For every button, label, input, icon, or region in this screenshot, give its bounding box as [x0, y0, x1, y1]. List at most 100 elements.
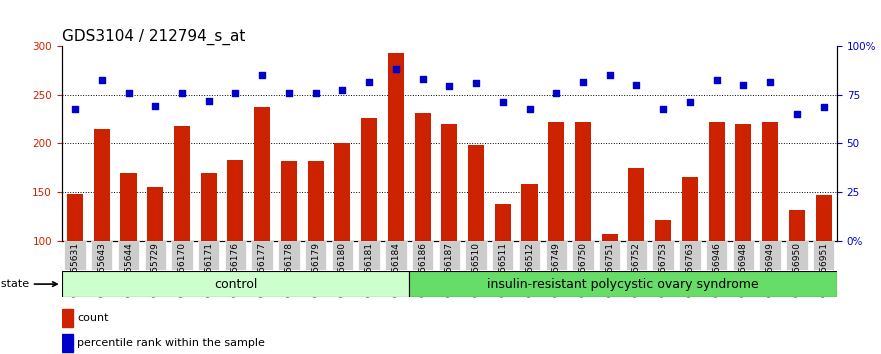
Text: GSM156170: GSM156170 [177, 242, 187, 297]
Text: GSM156749: GSM156749 [552, 242, 560, 297]
Text: count: count [78, 313, 108, 323]
Point [789, 111, 803, 117]
Point [817, 104, 831, 110]
Text: GSM156951: GSM156951 [819, 242, 828, 297]
Bar [602, 234, 618, 241]
Text: GSM156171: GSM156171 [204, 242, 213, 297]
Bar [121, 172, 137, 241]
Point [709, 77, 723, 83]
Point [683, 99, 697, 104]
Bar [816, 195, 832, 241]
Text: percentile rank within the sample: percentile rank within the sample [78, 338, 265, 348]
Bar [335, 143, 351, 241]
Point [549, 90, 563, 96]
FancyBboxPatch shape [251, 241, 273, 270]
Bar [62, 334, 72, 352]
FancyBboxPatch shape [359, 241, 380, 270]
Text: GSM156186: GSM156186 [418, 242, 427, 297]
FancyBboxPatch shape [409, 271, 837, 297]
FancyBboxPatch shape [519, 241, 540, 270]
FancyBboxPatch shape [412, 241, 433, 270]
Text: control: control [214, 278, 257, 291]
Bar [495, 204, 511, 241]
Point [576, 79, 590, 85]
Bar [575, 122, 591, 241]
Point [68, 107, 82, 112]
Text: GSM156511: GSM156511 [499, 242, 507, 297]
Bar [307, 161, 323, 241]
Bar [788, 210, 805, 241]
FancyBboxPatch shape [626, 241, 648, 270]
Text: GSM156763: GSM156763 [685, 242, 694, 297]
Text: GSM156180: GSM156180 [338, 242, 347, 297]
Bar [254, 107, 270, 241]
Text: GSM156184: GSM156184 [391, 242, 400, 297]
FancyBboxPatch shape [465, 241, 486, 270]
Bar [201, 172, 217, 241]
Bar [522, 184, 537, 241]
Bar [682, 177, 698, 241]
Point [255, 72, 270, 78]
Point [629, 82, 643, 88]
FancyBboxPatch shape [62, 271, 409, 297]
FancyBboxPatch shape [492, 241, 514, 270]
Text: GSM156181: GSM156181 [365, 242, 374, 297]
Point [95, 77, 109, 83]
Text: insulin-resistant polycystic ovary syndrome: insulin-resistant polycystic ovary syndr… [487, 278, 759, 291]
FancyBboxPatch shape [144, 241, 166, 270]
FancyBboxPatch shape [305, 241, 326, 270]
Bar [762, 122, 778, 241]
Text: GSM156187: GSM156187 [445, 242, 454, 297]
FancyBboxPatch shape [385, 241, 406, 270]
Text: GDS3104 / 212794_s_at: GDS3104 / 212794_s_at [62, 28, 245, 45]
Text: GSM156950: GSM156950 [792, 242, 802, 297]
Point [308, 90, 322, 96]
Bar [147, 187, 163, 241]
Point [389, 67, 403, 72]
Point [496, 99, 510, 105]
Point [763, 79, 777, 85]
FancyBboxPatch shape [118, 241, 139, 270]
FancyBboxPatch shape [706, 241, 728, 270]
Point [442, 83, 456, 89]
Bar [174, 126, 190, 241]
FancyBboxPatch shape [786, 241, 808, 270]
Point [122, 90, 136, 96]
FancyBboxPatch shape [171, 241, 193, 270]
Bar [468, 145, 484, 241]
Bar [62, 309, 72, 327]
FancyBboxPatch shape [759, 241, 781, 270]
Bar [361, 118, 377, 241]
FancyBboxPatch shape [64, 241, 85, 270]
FancyBboxPatch shape [225, 241, 246, 270]
Text: GSM156946: GSM156946 [712, 242, 722, 297]
Point [416, 76, 430, 82]
Point [522, 107, 537, 112]
Bar [655, 220, 671, 241]
Text: GSM155729: GSM155729 [151, 242, 159, 297]
Bar [736, 124, 751, 241]
Text: GSM156179: GSM156179 [311, 242, 320, 297]
Point [603, 72, 617, 78]
Text: GSM155643: GSM155643 [97, 242, 107, 297]
Point [469, 80, 483, 86]
FancyBboxPatch shape [653, 241, 674, 270]
Text: GSM155644: GSM155644 [124, 242, 133, 297]
Text: GSM155631: GSM155631 [70, 242, 79, 297]
Text: GSM156752: GSM156752 [632, 242, 641, 297]
FancyBboxPatch shape [278, 241, 300, 270]
Text: GSM156176: GSM156176 [231, 242, 240, 297]
Bar [67, 194, 83, 241]
Point [228, 90, 242, 96]
FancyBboxPatch shape [679, 241, 700, 270]
Bar [708, 122, 725, 241]
FancyBboxPatch shape [198, 241, 219, 270]
Point [202, 98, 216, 103]
Bar [441, 124, 457, 241]
Text: disease state: disease state [0, 279, 57, 289]
FancyBboxPatch shape [599, 241, 620, 270]
Bar [227, 160, 243, 241]
Text: GSM156750: GSM156750 [579, 242, 588, 297]
Bar [548, 122, 564, 241]
FancyBboxPatch shape [331, 241, 353, 270]
